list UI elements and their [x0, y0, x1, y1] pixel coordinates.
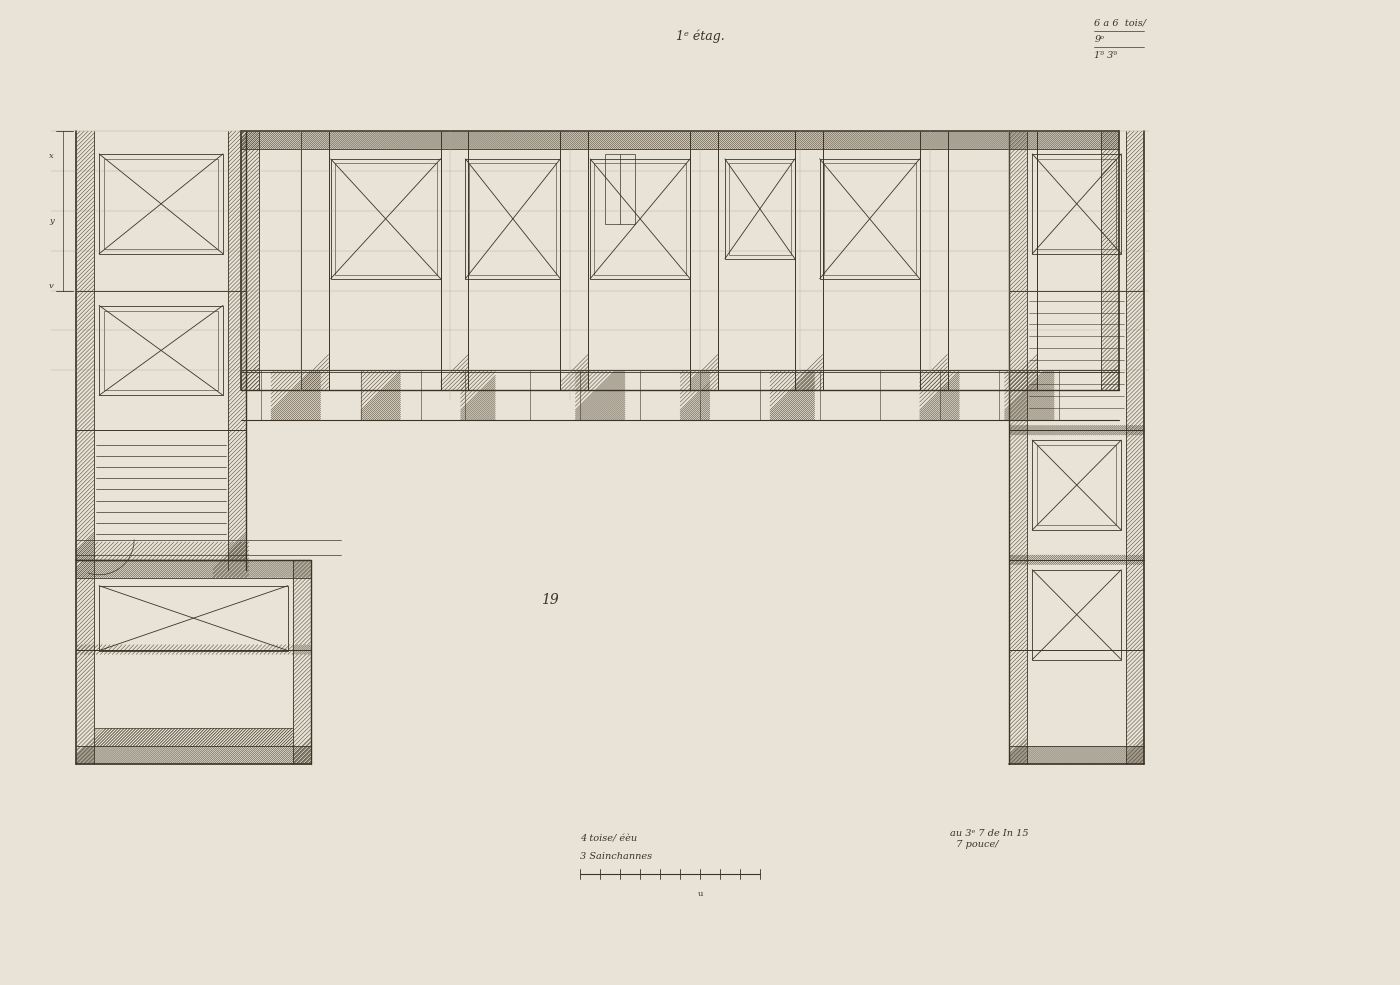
Text: 4 toise/ éèu: 4 toise/ éèu — [580, 834, 637, 843]
Bar — [1037, 159, 1116, 248]
Bar — [330, 159, 441, 279]
Text: 19: 19 — [542, 593, 559, 607]
Bar — [99, 154, 223, 254]
Bar — [469, 163, 556, 275]
Bar — [1032, 154, 1121, 254]
Bar — [823, 163, 916, 275]
Bar — [104, 310, 218, 390]
Bar — [1037, 445, 1116, 525]
Bar — [729, 163, 791, 255]
Text: 1ᵉ étag.: 1ᵉ étag. — [676, 30, 724, 43]
Bar — [820, 159, 920, 279]
Bar — [99, 305, 223, 395]
Bar — [591, 159, 690, 279]
Text: 6 a 6  tois/: 6 a 6 tois/ — [1095, 19, 1147, 28]
Bar — [594, 163, 686, 275]
Bar — [104, 159, 218, 248]
Text: 3 Sainchannes: 3 Sainchannes — [580, 852, 652, 862]
Bar — [1032, 569, 1121, 660]
Bar — [335, 163, 437, 275]
Text: v: v — [49, 282, 53, 290]
Bar — [99, 586, 288, 650]
Text: y: y — [49, 217, 53, 225]
Bar — [465, 159, 560, 279]
Bar — [1032, 440, 1121, 530]
Text: x: x — [49, 152, 53, 160]
Text: u: u — [697, 889, 703, 898]
Text: 9ᵒ: 9ᵒ — [1095, 34, 1105, 43]
Text: 1ᵒ̅ 3ᵒ̅: 1ᵒ̅ 3ᵒ̅ — [1095, 51, 1117, 60]
Bar — [605, 154, 636, 224]
Text: au 3ᵉ 7 de In 15
  7 pouce/: au 3ᵉ 7 de In 15 7 pouce/ — [949, 829, 1028, 849]
Bar — [725, 159, 795, 259]
